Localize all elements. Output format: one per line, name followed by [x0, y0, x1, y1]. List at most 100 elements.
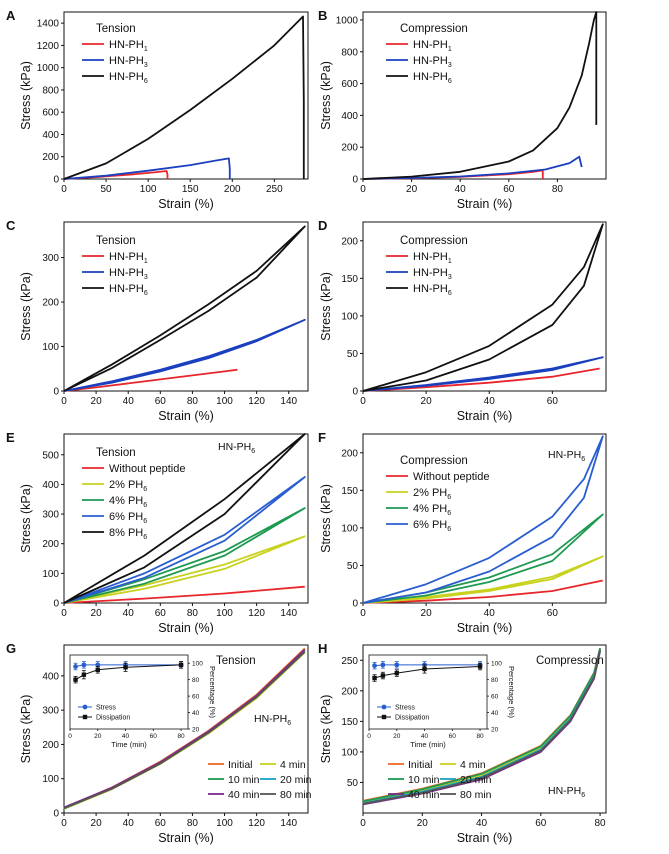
legend: Tension Initial 4 min 10 min 20 min 40 min 80 …	[208, 655, 312, 801]
legend-label: 2% PH6	[109, 479, 147, 493]
inset-y-tick-label: 60	[192, 694, 200, 701]
series-group	[362, 647, 601, 806]
y-tick-label: 200	[42, 740, 59, 751]
panel-label: B	[318, 8, 327, 23]
legend-label: 80 min	[460, 789, 492, 801]
series-line	[63, 535, 306, 604]
panel-annotation: HN-PH6	[218, 441, 255, 455]
legend-label: Without peptide	[109, 463, 185, 475]
x-tick-label: 200	[224, 184, 241, 195]
y-tick-label: 100	[341, 747, 358, 758]
series-group	[63, 433, 306, 604]
y-tick-label: 400	[341, 111, 358, 122]
legend-label: HN-PH1	[109, 251, 148, 265]
inset-marker	[380, 673, 386, 678]
y-tick-label: 300	[42, 253, 59, 264]
y-tick-label: 100	[341, 523, 358, 534]
y-tick-label: 800	[42, 85, 59, 96]
inset-chart: 0 20 40 60 80 20 40 60 80 100 Time (min) Percentage…	[68, 654, 217, 749]
x-tick-label: 0	[61, 608, 67, 619]
legend-label: 10 min	[228, 774, 260, 786]
legend: Compression Without peptide 2% PH6 4% PH6 6%…	[386, 455, 489, 533]
x-tick-label: 120	[248, 608, 265, 619]
x-tick-label: 60	[547, 608, 559, 619]
y-tick-label: 1000	[37, 63, 60, 74]
legend-title: Compression	[400, 455, 468, 467]
inset-legend-marker	[82, 704, 88, 710]
y-tick-label: 200	[42, 152, 59, 163]
panel-annotation: HN-PH6	[254, 713, 291, 727]
legend-title: Tension	[96, 235, 136, 247]
y-tick-label: 0	[53, 387, 59, 398]
y-tick-label: 0	[53, 809, 59, 820]
legend-label: 10 min	[408, 774, 440, 786]
y-axis-label: Stress (kPa)	[19, 695, 33, 764]
y-tick-label: 1400	[37, 19, 60, 30]
series-line	[63, 225, 306, 392]
inset-x-tick-label: 40	[122, 733, 130, 740]
y-tick-label: 100	[42, 774, 59, 785]
y-tick-label: 1200	[37, 41, 60, 52]
y-tick-label: 200	[341, 236, 358, 247]
y-tick-label: 50	[347, 349, 359, 360]
inset-marker	[95, 667, 100, 672]
inset-x-tick-label: 20	[393, 733, 401, 740]
y-tick-label: 50	[347, 561, 359, 572]
series-line	[63, 476, 306, 604]
series-group	[63, 225, 306, 392]
series-line	[362, 223, 604, 392]
inset-legend-marker	[381, 714, 387, 720]
legend: Compression Initial 4 min 10 min 20 min 40 mi…	[388, 655, 604, 801]
plot-frame	[362, 11, 607, 180]
inset-marker	[380, 662, 386, 668]
series-line	[63, 648, 306, 809]
legend-label: HN-PH6	[109, 283, 148, 297]
legend: Tension Without peptide 2% PH6 4% PH6 6% PH6…	[82, 447, 185, 541]
series-group	[362, 11, 598, 180]
inset-x-tick-label: 20	[94, 733, 102, 740]
inset-x-tick-label: 0	[367, 733, 371, 740]
series-line	[362, 579, 603, 604]
legend-label: HN-PH3	[413, 267, 452, 281]
series-line	[63, 507, 306, 604]
inset-legend-marker	[381, 704, 387, 710]
legend-title: Compression	[536, 655, 604, 667]
inset-chart: 0 20 40 60 80 20 40 60 80 100 Time (min) Percentage…	[367, 654, 516, 749]
inset-x-tick-label: 80	[177, 733, 185, 740]
legend-label: HN-PH1	[109, 39, 148, 53]
legend-label: 8% PH6	[109, 527, 147, 541]
series-line	[362, 513, 604, 604]
y-tick-label: 200	[341, 448, 358, 459]
x-tick-label: 20	[91, 608, 103, 619]
legend-label: 4 min	[280, 759, 306, 771]
inset-y-tick-label: 40	[192, 710, 200, 717]
inset-marker	[394, 662, 400, 668]
legend: Compression HN-PH1 HN-PH3 HN-PH6	[386, 235, 468, 297]
x-tick-label: 40	[123, 818, 135, 829]
inset-legend-label: Stress	[395, 705, 415, 712]
inset-y-tick-label: 20	[192, 727, 200, 734]
inset-x-axis-label: Time (min)	[410, 740, 446, 749]
series-line	[362, 650, 601, 805]
y-axis-label: Stress (kPa)	[319, 272, 333, 341]
panel-label: C	[6, 218, 16, 233]
panel-label: E	[6, 430, 15, 445]
y-axis-label: Stress (kPa)	[19, 272, 33, 341]
x-tick-label: 140	[280, 818, 297, 829]
inset-marker	[178, 662, 184, 668]
inset-x-tick-label: 60	[150, 733, 158, 740]
inset-marker	[95, 662, 101, 668]
series-line	[362, 435, 604, 604]
inset-y-tick-label: 80	[192, 677, 200, 684]
inset-y-tick-label: 100	[491, 661, 502, 668]
plot-frame	[63, 221, 309, 392]
x-tick-label: 0	[360, 608, 366, 619]
y-tick-label: 250	[341, 656, 358, 667]
series-group	[63, 647, 306, 810]
inset-marker	[477, 664, 483, 669]
x-tick-label: 100	[216, 818, 233, 829]
y-tick-label: 500	[42, 450, 59, 461]
